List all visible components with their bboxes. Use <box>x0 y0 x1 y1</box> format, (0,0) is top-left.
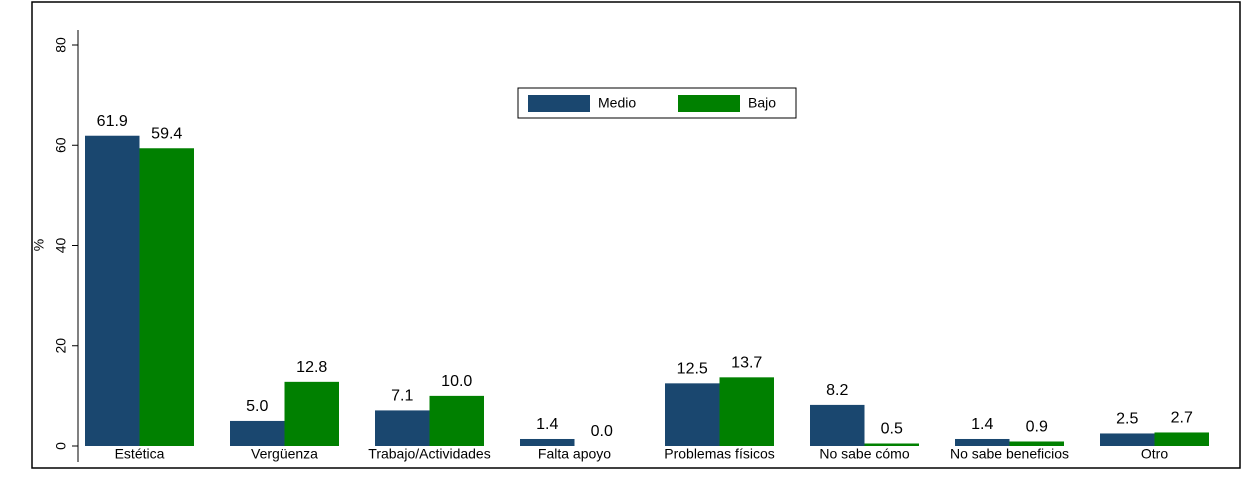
x-tick-label: Estética <box>115 446 165 462</box>
value-label: 0.5 <box>881 421 903 438</box>
value-label: 8.2 <box>826 382 848 399</box>
bar <box>375 410 430 446</box>
legend-swatch <box>678 95 740 112</box>
bar <box>1009 441 1064 446</box>
bar <box>1100 433 1155 446</box>
x-tick-label: Problemas físicos <box>664 446 774 462</box>
y-tick-label: 0 <box>53 442 69 450</box>
value-label: 1.4 <box>971 416 993 433</box>
value-label: 10.0 <box>441 373 472 390</box>
bar <box>1154 432 1209 446</box>
bar <box>85 135 140 446</box>
value-label: 2.7 <box>1171 410 1193 427</box>
bar <box>139 148 194 446</box>
y-tick-label: 60 <box>53 137 69 153</box>
bar <box>719 377 774 446</box>
value-label: 2.5 <box>1116 411 1138 428</box>
bar <box>955 438 1010 446</box>
value-label: 59.4 <box>151 125 182 142</box>
x-tick-label: Trabajo/Actividades <box>368 446 490 462</box>
y-tick-label: 80 <box>53 37 69 53</box>
value-label: 12.5 <box>677 361 708 378</box>
x-tick-label: Falta apoyo <box>538 446 611 462</box>
y-tick-label: 20 <box>53 338 69 354</box>
chart-frame <box>31 1 1241 469</box>
value-label: 13.7 <box>731 355 762 372</box>
x-tick-label: No sabe cómo <box>819 446 909 462</box>
x-tick-label: No sabe beneficios <box>950 446 1069 462</box>
bar <box>230 420 285 446</box>
legend-swatch <box>528 95 590 112</box>
value-label: 1.4 <box>536 416 558 433</box>
x-tick-label: Otro <box>1141 446 1168 462</box>
bar <box>429 395 484 446</box>
legend-label: Medio <box>598 95 636 111</box>
y-axis-label: % <box>31 239 47 251</box>
bar <box>520 438 575 446</box>
bar <box>864 443 919 446</box>
bar <box>284 381 339 446</box>
value-label: 61.9 <box>97 113 128 130</box>
legend-label: Bajo <box>748 95 776 111</box>
bar <box>665 383 720 446</box>
value-label: 5.0 <box>246 398 268 415</box>
value-label: 0.9 <box>1026 419 1048 436</box>
bar <box>810 404 865 446</box>
x-tick-label: Vergüenza <box>251 446 318 462</box>
value-label: 12.8 <box>296 359 327 376</box>
value-label: 0.0 <box>591 423 613 440</box>
y-tick-label: 40 <box>53 238 69 254</box>
value-label: 7.1 <box>391 388 413 405</box>
